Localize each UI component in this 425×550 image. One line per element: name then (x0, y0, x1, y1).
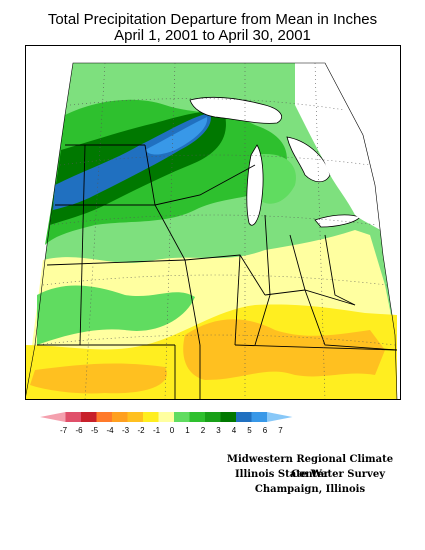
legend-swatch (236, 412, 252, 422)
credit-isws: Illinois State Water Survey (234, 469, 386, 480)
legend-swatch (220, 412, 236, 422)
legend-swatch (189, 412, 205, 422)
legend-swatch (267, 412, 293, 422)
legend-tick-label: -7 (60, 426, 68, 435)
legend-tick-label: -3 (122, 426, 130, 435)
state-borders (37, 144, 398, 400)
zone-driest-south (183, 319, 385, 380)
legend-swatch (112, 412, 128, 422)
legend-swatch (143, 412, 159, 422)
legend-tick-label: 5 (247, 426, 252, 435)
legend-tick-label: 2 (201, 426, 206, 435)
map-title-line-1: Total Precipitation Departure from Mean … (47, 11, 378, 28)
legend-tick-label: -6 (75, 426, 83, 435)
legend-swatch (81, 412, 97, 422)
legend-swatch (65, 412, 81, 422)
legend-tick-label: 3 (216, 426, 221, 435)
legend-swatch (40, 412, 66, 422)
zone-dry-southwest (30, 363, 167, 394)
legend-tick-label: -1 (153, 426, 161, 435)
legend-tick-label: 7 (278, 426, 283, 435)
precipitation-departure-map (25, 45, 401, 400)
legend-tick-label: 4 (232, 426, 237, 435)
legend-swatch (205, 412, 221, 422)
legend-swatch (174, 412, 190, 422)
map-title-line-2: April 1, 2001 to April 30, 2001 (114, 27, 311, 44)
legend-tick-label: 6 (263, 426, 268, 435)
legend-tick-label: 0 (170, 426, 175, 435)
lake-superior (189, 96, 282, 124)
legend-tick-label: 1 (185, 426, 190, 435)
zone-peak-north (145, 117, 208, 155)
legend-swatch (251, 412, 267, 422)
legend-tick-label: -4 (106, 426, 114, 435)
zone-wet-west (37, 285, 195, 345)
credit-mrcc: Midwestern Regional Climate Center (226, 454, 394, 480)
lake-michigan (246, 144, 264, 226)
credit-location: Champaign, Illinois (254, 484, 366, 495)
legend-tick-label: -5 (91, 426, 99, 435)
legend-tick-label: -2 (137, 426, 145, 435)
color-legend: -7 -6 -5 -4 -3 -2 -1 0 1 2 3 4 5 6 7 (40, 412, 293, 435)
graticule (34, 62, 396, 400)
legend-swatch (96, 412, 112, 422)
legend-swatch (158, 412, 174, 422)
legend-swatch (127, 412, 143, 422)
no-data-east (295, 63, 401, 245)
